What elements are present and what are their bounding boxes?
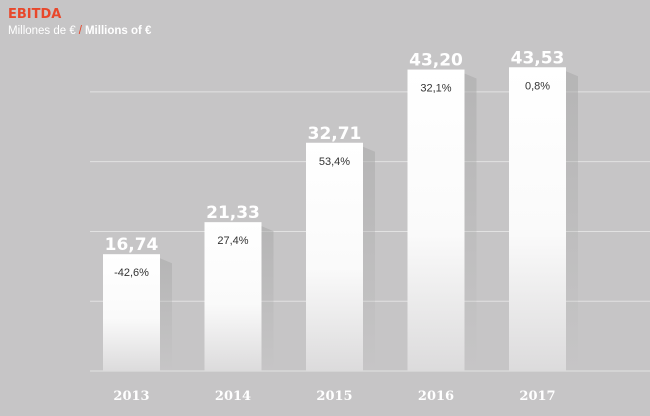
change-label: 32,1% [420, 83, 451, 95]
x-tick-label: 2013 [113, 389, 149, 404]
bar-shadow [464, 73, 477, 371]
chart-title: EBITDA [8, 7, 62, 22]
x-tick-label: 2015 [316, 389, 352, 404]
value-label: 21,33 [206, 203, 260, 223]
x-tick-label: 2016 [418, 389, 454, 404]
bar-2013 [103, 254, 160, 371]
change-label: 53,4% [319, 156, 350, 168]
value-label: 32,71 [308, 124, 362, 144]
change-label: 27,4% [217, 235, 248, 247]
x-tick-label: 2017 [519, 389, 555, 404]
bar-2017 [509, 67, 566, 372]
bar-shadow [363, 146, 375, 371]
x-tick-label: 2014 [215, 389, 251, 404]
bar-2016 [407, 69, 465, 371]
chart-subtitle: Millones de € / Millions of € [8, 25, 151, 37]
bar-shadow [160, 258, 172, 371]
bar-2015 [306, 142, 363, 371]
bars [103, 67, 578, 372]
bar-2014 [204, 222, 262, 371]
bar-labels: 16,74 -42,6% 21,33 27,4% 32,71 53,4% 43,20 32,1… [105, 48, 565, 279]
value-label: 16,74 [105, 235, 159, 255]
subtitle-separator: / [78, 25, 82, 37]
bar-shadow [566, 71, 578, 372]
change-label: -42,6% [114, 267, 149, 279]
x-axis: 2013 2014 2015 2016 2017 [113, 389, 555, 404]
subtitle-english: Millions of € [84, 25, 152, 37]
change-label: 0,8% [525, 80, 550, 92]
subtitle-spanish: Millones de € [8, 25, 76, 37]
value-label: 43,20 [409, 51, 463, 71]
value-label: 43,53 [511, 48, 565, 68]
bar-shadow [261, 226, 274, 371]
